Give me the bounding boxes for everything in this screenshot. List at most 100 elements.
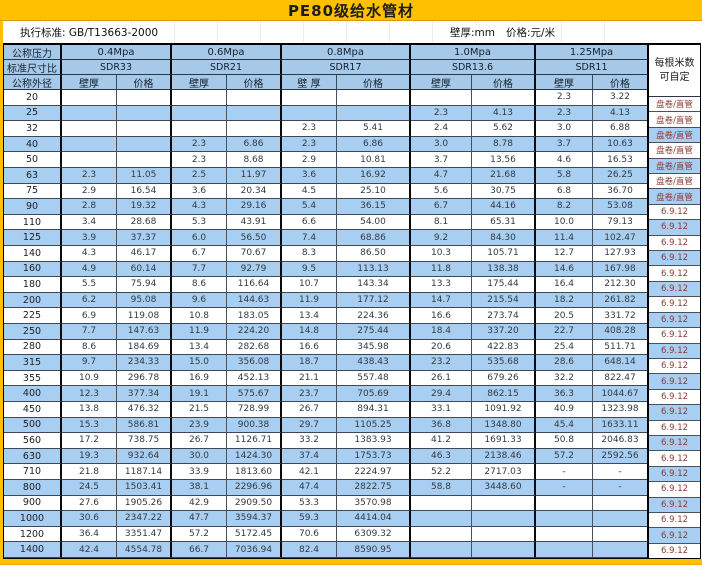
- length-cell-450[interactable]: 6.9.12: [649, 405, 700, 421]
- cell-90-6[interactable]: 6.7: [411, 199, 472, 215]
- standard-label[interactable]: 执行标准: GB/T13663-2000: [17, 25, 162, 40]
- cell-200-4[interactable]: 11.9: [282, 292, 337, 309]
- pressure-row-label[interactable]: 公称压力: [4, 45, 62, 60]
- cell-1000-6[interactable]: [411, 511, 472, 527]
- cell-500-5[interactable]: 1105.25: [337, 417, 411, 434]
- cell-25-7[interactable]: 4.13: [472, 105, 536, 122]
- cell-dn-200[interactable]: 200: [4, 292, 62, 309]
- length-cell-63[interactable]: 盘卷/直管: [649, 174, 700, 190]
- cell-710-5[interactable]: 2224.97: [337, 464, 411, 480]
- length-cell-315[interactable]: 6.9.12: [649, 358, 700, 375]
- cell-20-2[interactable]: [172, 90, 227, 106]
- cell-900-0[interactable]: 27.6: [62, 495, 117, 512]
- cell-250-3[interactable]: 224.20: [227, 324, 282, 340]
- cell-400-9[interactable]: 1044.67: [593, 386, 647, 402]
- cell-110-8[interactable]: 10.0: [536, 214, 593, 231]
- length-cell-400[interactable]: 6.9.12: [649, 389, 700, 406]
- cell-800-6[interactable]: 58.8: [411, 480, 472, 496]
- cell-1200-0[interactable]: 36.4: [62, 526, 117, 543]
- cell-200-8[interactable]: 18.2: [536, 292, 593, 309]
- cell-63-7[interactable]: 21.68: [472, 168, 536, 184]
- cell-dn-90[interactable]: 90: [4, 199, 62, 215]
- cell-75-9[interactable]: 36.70: [593, 183, 647, 200]
- cell-355-3[interactable]: 452.13: [227, 370, 282, 387]
- cell-710-7[interactable]: 2717.03: [472, 464, 536, 480]
- length-cell-800[interactable]: 6.9.12: [649, 482, 700, 498]
- length-cell-1400[interactable]: 6.9.12: [649, 543, 700, 559]
- cell-355-8[interactable]: 32.2: [536, 370, 593, 387]
- cell-800-3[interactable]: 2296.96: [227, 480, 282, 496]
- price-header-1.0Mpa[interactable]: 价格: [472, 75, 536, 90]
- length-cell-25[interactable]: 盘卷/直管: [649, 112, 700, 128]
- cell-280-0[interactable]: 8.6: [62, 339, 117, 356]
- cell-280-6[interactable]: 20.6: [411, 339, 472, 356]
- cell-200-9[interactable]: 261.82: [593, 292, 647, 309]
- cell-200-6[interactable]: 14.7: [411, 292, 472, 309]
- cell-560-2[interactable]: 26.7: [172, 433, 227, 449]
- cell-1000-2[interactable]: 47.7: [172, 511, 227, 527]
- cell-250-2[interactable]: 11.9: [172, 324, 227, 340]
- cell-dn-140[interactable]: 140: [4, 246, 62, 262]
- wall-header-0.8Mpa[interactable]: 壁 厚: [282, 75, 337, 90]
- pressure-header-1.0Mpa[interactable]: 1.0Mpa: [411, 45, 536, 60]
- wall-header-1.0Mpa[interactable]: 壁厚: [411, 75, 472, 90]
- cell-560-0[interactable]: 17.2: [62, 433, 117, 449]
- cell-1400-7[interactable]: [472, 542, 536, 558]
- cell-160-2[interactable]: 7.7: [172, 261, 227, 278]
- wall-header-0.6Mpa[interactable]: 壁厚: [172, 75, 227, 90]
- cell-315-7[interactable]: 535.68: [472, 355, 536, 371]
- cell-450-0[interactable]: 13.8: [62, 402, 117, 418]
- cell-355-7[interactable]: 679.26: [472, 370, 536, 387]
- cell-25-8[interactable]: 2.3: [536, 105, 593, 122]
- cell-25-5[interactable]: [337, 105, 411, 122]
- wall-header-0.4Mpa[interactable]: 壁厚: [62, 75, 117, 90]
- cell-20-0[interactable]: [62, 90, 117, 106]
- cell-dn-160[interactable]: 160: [4, 261, 62, 278]
- cell-125-7[interactable]: 84.30: [472, 230, 536, 246]
- cell-560-1[interactable]: 738.75: [117, 433, 172, 449]
- cell-20-6[interactable]: [411, 90, 472, 106]
- cell-630-0[interactable]: 19.3: [62, 448, 117, 465]
- cell-355-5[interactable]: 557.48: [337, 370, 411, 387]
- cell-dn-560[interactable]: 560: [4, 433, 62, 449]
- cell-32-3[interactable]: [227, 121, 282, 137]
- cell-25-3[interactable]: [227, 105, 282, 122]
- cell-75-3[interactable]: 20.34: [227, 183, 282, 200]
- cell-180-9[interactable]: 212.30: [593, 277, 647, 293]
- cell-315-5[interactable]: 438.43: [337, 355, 411, 371]
- sdr-header-SDR33[interactable]: SDR33: [62, 60, 172, 75]
- cell-75-0[interactable]: 2.9: [62, 183, 117, 200]
- cell-900-8[interactable]: [536, 495, 593, 512]
- cell-630-2[interactable]: 30.0: [172, 448, 227, 465]
- cell-500-7[interactable]: 1348.80: [472, 417, 536, 434]
- cell-400-7[interactable]: 862.15: [472, 386, 536, 402]
- cell-280-7[interactable]: 422.83: [472, 339, 536, 356]
- cell-140-4[interactable]: 8.3: [282, 246, 337, 262]
- cell-315-2[interactable]: 15.0: [172, 355, 227, 371]
- cell-225-2[interactable]: 10.8: [172, 308, 227, 324]
- sdr-header-SDR13.6[interactable]: SDR13.6: [411, 60, 536, 75]
- cell-140-0[interactable]: 4.3: [62, 246, 117, 262]
- cell-110-1[interactable]: 28.68: [117, 214, 172, 231]
- cell-280-1[interactable]: 184.69: [117, 339, 172, 356]
- cell-90-7[interactable]: 44.16: [472, 199, 536, 215]
- cell-110-2[interactable]: 5.3: [172, 214, 227, 231]
- cell-900-5[interactable]: 3570.98: [337, 495, 411, 512]
- cell-200-3[interactable]: 144.63: [227, 292, 282, 309]
- cell-40-7[interactable]: 8.78: [472, 136, 536, 153]
- cell-710-9[interactable]: -: [593, 464, 647, 480]
- cell-110-3[interactable]: 43.91: [227, 214, 282, 231]
- cell-450-2[interactable]: 21.5: [172, 402, 227, 418]
- cell-63-9[interactable]: 26.25: [593, 168, 647, 184]
- cell-50-2[interactable]: 2.3: [172, 152, 227, 168]
- cell-1000-0[interactable]: 30.6: [62, 511, 117, 527]
- cell-140-8[interactable]: 12.7: [536, 246, 593, 262]
- cell-180-0[interactable]: 5.5: [62, 277, 117, 293]
- cell-125-5[interactable]: 68.86: [337, 230, 411, 246]
- length-cell-225[interactable]: 6.9.12: [649, 312, 700, 329]
- cell-800-8[interactable]: -: [536, 480, 593, 496]
- cell-dn-400[interactable]: 400: [4, 386, 62, 402]
- cell-355-9[interactable]: 822.47: [593, 370, 647, 387]
- cell-250-1[interactable]: 147.63: [117, 324, 172, 340]
- cell-25-4[interactable]: [282, 105, 337, 122]
